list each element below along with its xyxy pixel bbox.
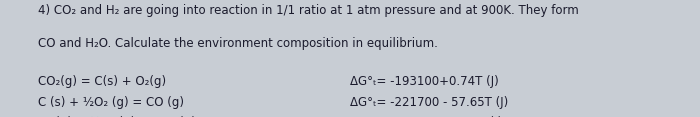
- Text: H₂ (g) + ½O₂ (g) = H₂O (g): H₂ (g) + ½O₂ (g) = H₂O (g): [38, 116, 197, 117]
- Text: ΔG°ₜ= -394100 – 5.34T (J): ΔG°ₜ= -394100 – 5.34T (J): [350, 116, 502, 117]
- Text: CO and H₂O. Calculate the environment composition in equilibrium.: CO and H₂O. Calculate the environment co…: [38, 37, 438, 50]
- Text: C (s) + ½O₂ (g) = CO (g): C (s) + ½O₂ (g) = CO (g): [38, 96, 185, 109]
- Text: 4) CO₂ and H₂ are going into reaction in 1/1 ratio at 1 atm pressure and at 900K: 4) CO₂ and H₂ are going into reaction in…: [38, 4, 580, 16]
- Text: ΔG°ₜ= -193100+0.74T (J): ΔG°ₜ= -193100+0.74T (J): [350, 75, 498, 88]
- Text: CO₂(g) = C(s) + O₂(g): CO₂(g) = C(s) + O₂(g): [38, 75, 167, 88]
- Text: ΔG°ₜ= -221700 - 57.65T (J): ΔG°ₜ= -221700 - 57.65T (J): [350, 96, 508, 109]
